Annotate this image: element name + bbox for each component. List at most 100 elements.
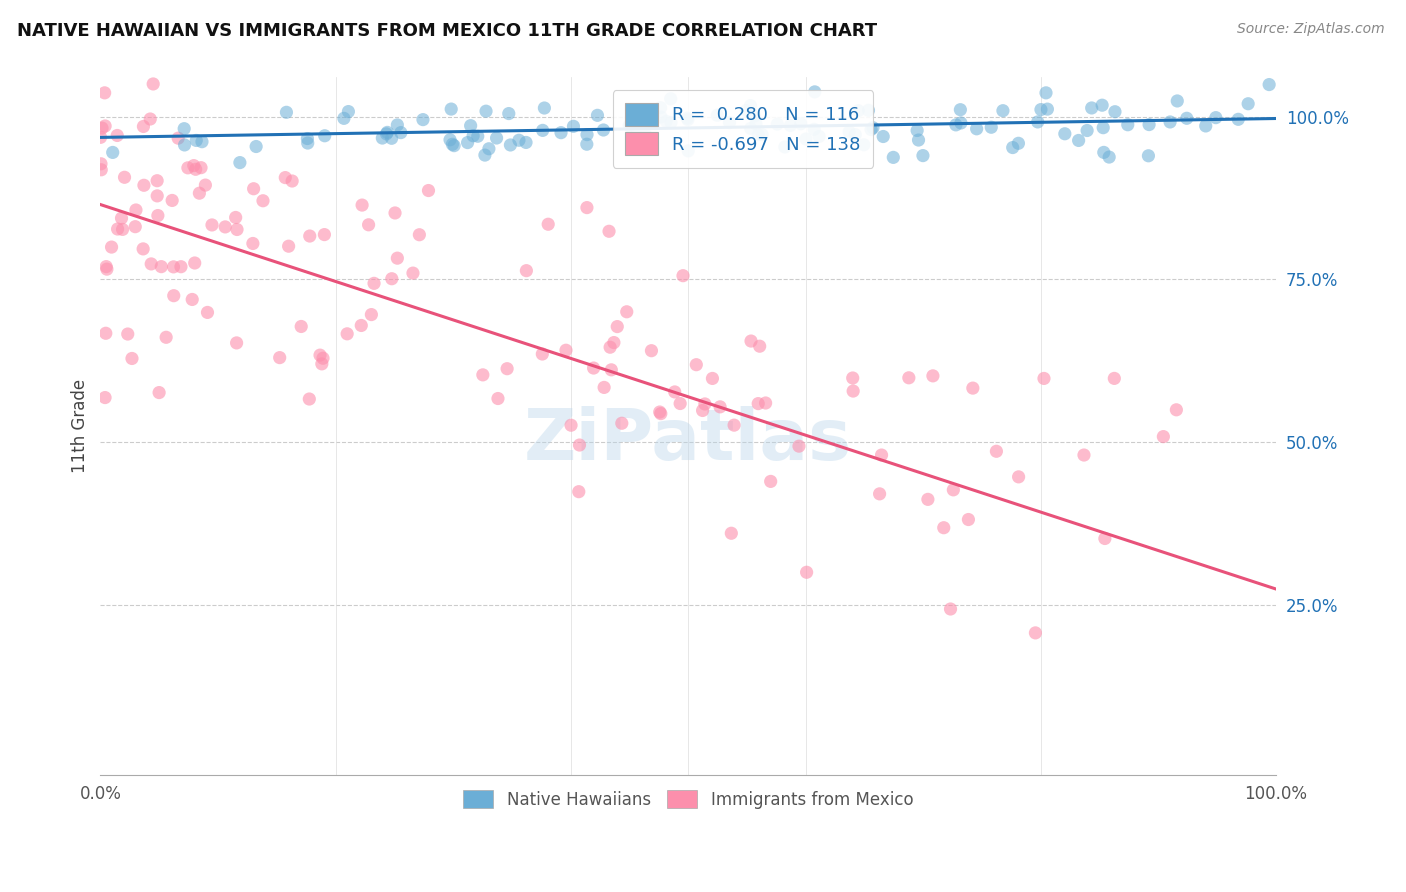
Point — [1029, 103, 1052, 117]
Point — [790, 117, 813, 131]
Point — [562, 120, 585, 134]
Point — [606, 319, 628, 334]
Point — [190, 161, 212, 175]
Point — [132, 178, 155, 193]
Point — [1195, 119, 1218, 133]
Point — [297, 136, 319, 150]
Point — [471, 368, 494, 382]
Point — [363, 277, 385, 291]
Point — [533, 101, 555, 115]
Point — [309, 348, 332, 362]
Point — [496, 361, 519, 376]
Point — [381, 131, 404, 145]
Point — [723, 418, 745, 433]
Point — [170, 260, 193, 274]
Point — [142, 77, 165, 91]
Point — [381, 271, 404, 285]
Point — [986, 444, 1008, 458]
Point — [1067, 133, 1090, 147]
Point — [740, 98, 762, 112]
Point — [96, 260, 118, 274]
Point — [183, 159, 205, 173]
Point — [870, 448, 893, 462]
Point — [90, 130, 112, 145]
Point — [252, 194, 274, 208]
Point — [457, 136, 479, 150]
Point — [980, 120, 1002, 135]
Point — [917, 492, 939, 507]
Point — [475, 104, 498, 119]
Point — [582, 361, 605, 376]
Point — [314, 227, 336, 242]
Point — [693, 397, 716, 411]
Point — [124, 219, 146, 234]
Point — [277, 239, 299, 253]
Point — [852, 137, 875, 152]
Point — [132, 242, 155, 256]
Point — [1036, 102, 1059, 116]
Point — [945, 118, 967, 132]
Point — [803, 122, 825, 136]
Point — [803, 85, 825, 99]
Point — [1080, 101, 1102, 115]
Point — [201, 218, 224, 232]
Point — [860, 122, 883, 136]
Point — [163, 288, 186, 302]
Point — [408, 227, 430, 242]
Point — [537, 217, 560, 231]
Point — [498, 106, 520, 120]
Point — [312, 351, 335, 366]
Point — [110, 211, 132, 226]
Point — [188, 186, 211, 201]
Point — [617, 119, 640, 133]
Point — [1152, 429, 1174, 443]
Point — [242, 236, 264, 251]
Point — [1024, 626, 1046, 640]
Point — [184, 162, 207, 177]
Point — [105, 128, 128, 143]
Point — [311, 357, 333, 371]
Point — [991, 103, 1014, 118]
Point — [371, 131, 394, 145]
Point — [148, 385, 170, 400]
Point — [440, 102, 463, 116]
Point — [676, 111, 699, 125]
Point — [177, 161, 200, 175]
Point — [111, 222, 134, 236]
Point — [593, 380, 616, 394]
Point — [297, 131, 319, 145]
Point — [869, 487, 891, 501]
Point — [939, 602, 962, 616]
Point — [1092, 120, 1115, 135]
Point — [167, 131, 190, 145]
Point — [655, 114, 678, 128]
Point — [603, 335, 626, 350]
Point — [922, 368, 945, 383]
Point — [747, 128, 769, 142]
Point — [1073, 448, 1095, 462]
Point — [93, 86, 115, 100]
Point — [114, 170, 136, 185]
Point — [155, 330, 177, 344]
Point — [1258, 78, 1281, 92]
Point — [787, 439, 810, 453]
Point — [91, 121, 114, 136]
Point — [640, 343, 662, 358]
Point — [907, 133, 929, 147]
Point — [214, 219, 236, 234]
Point — [463, 128, 485, 143]
Point — [181, 293, 204, 307]
Point — [375, 127, 398, 141]
Point — [387, 118, 409, 132]
Point — [499, 138, 522, 153]
Point — [709, 400, 731, 414]
Point — [350, 318, 373, 333]
Point — [808, 129, 831, 144]
Point — [568, 484, 591, 499]
Point — [1237, 96, 1260, 111]
Point — [838, 125, 860, 139]
Point — [162, 260, 184, 274]
Point — [1035, 86, 1057, 100]
Point — [600, 363, 623, 377]
Point — [755, 396, 778, 410]
